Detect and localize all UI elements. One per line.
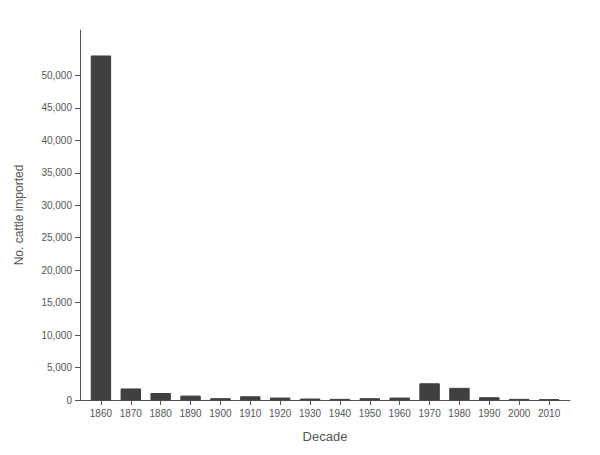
svg-text:0: 0 bbox=[66, 395, 72, 406]
svg-text:1980: 1980 bbox=[448, 408, 471, 419]
svg-text:10,000: 10,000 bbox=[41, 330, 72, 341]
svg-text:1990: 1990 bbox=[478, 408, 501, 419]
svg-text:Decade: Decade bbox=[303, 429, 348, 444]
svg-text:1940: 1940 bbox=[329, 408, 352, 419]
svg-text:20,000: 20,000 bbox=[41, 265, 72, 276]
svg-text:15,000: 15,000 bbox=[41, 297, 72, 308]
svg-text:35,000: 35,000 bbox=[41, 167, 72, 178]
svg-text:25,000: 25,000 bbox=[41, 232, 72, 243]
svg-text:No. cattle imported: No. cattle imported bbox=[12, 165, 26, 266]
svg-text:45,000: 45,000 bbox=[41, 102, 72, 113]
svg-text:1890: 1890 bbox=[179, 408, 202, 419]
svg-text:1870: 1870 bbox=[120, 408, 143, 419]
svg-text:1880: 1880 bbox=[150, 408, 173, 419]
svg-text:1950: 1950 bbox=[359, 408, 382, 419]
svg-text:30,000: 30,000 bbox=[41, 200, 72, 211]
svg-text:1920: 1920 bbox=[269, 408, 292, 419]
svg-text:5,000: 5,000 bbox=[47, 362, 72, 373]
svg-text:1970: 1970 bbox=[418, 408, 441, 419]
svg-text:40,000: 40,000 bbox=[41, 135, 72, 146]
svg-text:1930: 1930 bbox=[299, 408, 322, 419]
svg-text:2000: 2000 bbox=[508, 408, 531, 419]
svg-text:1960: 1960 bbox=[389, 408, 412, 419]
svg-text:2010: 2010 bbox=[538, 408, 561, 419]
svg-text:1910: 1910 bbox=[239, 408, 262, 419]
svg-text:50,000: 50,000 bbox=[41, 70, 72, 81]
svg-text:1860: 1860 bbox=[90, 408, 113, 419]
svg-text:1900: 1900 bbox=[209, 408, 232, 419]
